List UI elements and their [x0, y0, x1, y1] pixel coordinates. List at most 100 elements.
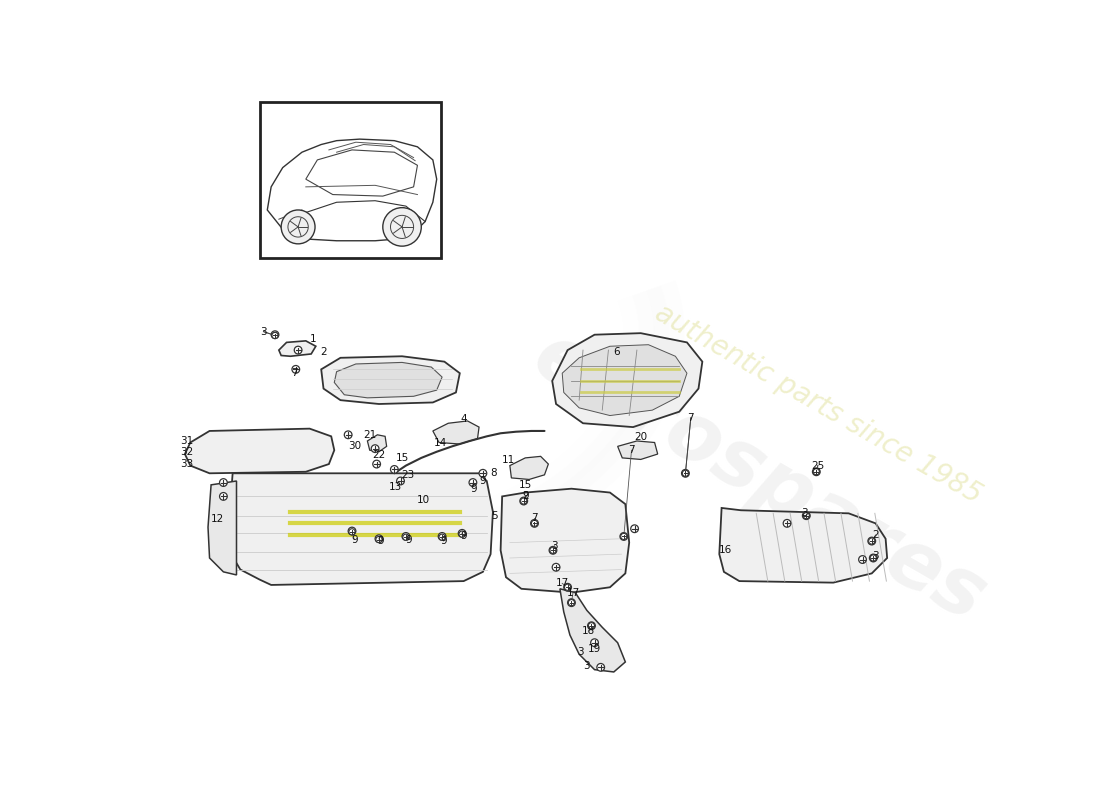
Circle shape — [375, 535, 383, 542]
Text: 8: 8 — [491, 468, 497, 478]
Circle shape — [783, 519, 791, 527]
Circle shape — [439, 534, 446, 540]
Circle shape — [870, 555, 877, 561]
Circle shape — [480, 470, 487, 477]
Text: 9: 9 — [480, 476, 486, 486]
Polygon shape — [279, 341, 316, 356]
Text: 9: 9 — [351, 534, 358, 545]
Text: 12: 12 — [210, 514, 224, 525]
Polygon shape — [229, 474, 493, 585]
Text: 7: 7 — [688, 413, 694, 423]
Circle shape — [630, 525, 638, 533]
Polygon shape — [208, 481, 236, 575]
Text: 23: 23 — [402, 470, 415, 480]
Circle shape — [682, 470, 689, 476]
Text: 16: 16 — [718, 546, 733, 555]
Text: 9: 9 — [471, 484, 477, 494]
Text: 30: 30 — [348, 441, 361, 450]
Circle shape — [597, 663, 605, 671]
Polygon shape — [367, 435, 387, 452]
Circle shape — [349, 529, 355, 535]
Text: 17: 17 — [566, 588, 580, 598]
Circle shape — [552, 563, 560, 571]
Text: 3: 3 — [260, 326, 267, 337]
Text: 20: 20 — [635, 432, 647, 442]
Circle shape — [272, 332, 278, 338]
Circle shape — [397, 477, 405, 485]
Text: 9: 9 — [460, 531, 467, 542]
Circle shape — [568, 599, 575, 606]
Text: 6: 6 — [613, 347, 619, 358]
Text: 2: 2 — [320, 347, 327, 358]
Text: 21: 21 — [363, 430, 376, 440]
Circle shape — [549, 546, 557, 554]
Polygon shape — [500, 489, 629, 593]
Text: 9: 9 — [521, 491, 529, 502]
Polygon shape — [560, 589, 625, 672]
Circle shape — [376, 537, 382, 542]
Circle shape — [520, 498, 527, 504]
Text: 3: 3 — [872, 550, 879, 561]
Text: 5: 5 — [491, 510, 498, 521]
Circle shape — [569, 599, 574, 606]
Circle shape — [587, 622, 595, 630]
Circle shape — [531, 520, 538, 526]
Circle shape — [550, 547, 557, 554]
Circle shape — [591, 639, 598, 646]
Circle shape — [530, 519, 538, 527]
Circle shape — [348, 527, 356, 535]
Polygon shape — [552, 333, 703, 427]
Polygon shape — [618, 441, 658, 459]
Circle shape — [813, 469, 820, 475]
Circle shape — [859, 556, 867, 563]
Polygon shape — [334, 362, 442, 398]
Text: 7: 7 — [531, 513, 538, 523]
Text: 25: 25 — [811, 461, 825, 470]
Polygon shape — [433, 421, 480, 444]
Circle shape — [295, 346, 301, 354]
Circle shape — [282, 210, 315, 244]
Circle shape — [271, 331, 279, 338]
Circle shape — [803, 512, 810, 519]
Circle shape — [383, 208, 421, 246]
Text: 13: 13 — [389, 482, 403, 492]
Text: 22: 22 — [372, 450, 386, 460]
Text: 2: 2 — [872, 530, 879, 540]
Circle shape — [803, 513, 810, 518]
Circle shape — [220, 493, 228, 500]
Circle shape — [563, 583, 572, 591]
Text: 9: 9 — [440, 536, 447, 546]
Polygon shape — [321, 356, 460, 404]
Circle shape — [372, 445, 378, 453]
Circle shape — [403, 534, 409, 540]
Circle shape — [588, 622, 595, 629]
Circle shape — [620, 534, 627, 539]
Bar — [260, 102, 441, 258]
Polygon shape — [185, 429, 334, 474]
Circle shape — [459, 530, 466, 538]
Polygon shape — [719, 508, 887, 582]
Text: authentic parts since 1985: authentic parts since 1985 — [650, 298, 986, 510]
Circle shape — [803, 513, 810, 518]
Text: 4: 4 — [460, 414, 467, 424]
Text: 17: 17 — [556, 578, 569, 589]
Circle shape — [682, 470, 690, 477]
Circle shape — [813, 468, 821, 476]
Polygon shape — [562, 345, 686, 415]
Polygon shape — [510, 456, 548, 479]
Text: 33: 33 — [179, 459, 194, 469]
Text: 11: 11 — [502, 455, 515, 466]
Circle shape — [459, 531, 465, 538]
Text: 9: 9 — [405, 534, 411, 545]
Text: 3: 3 — [551, 541, 558, 550]
Text: eurospares: eurospares — [519, 317, 999, 639]
Circle shape — [868, 538, 876, 545]
Text: 3: 3 — [801, 508, 807, 518]
Circle shape — [813, 469, 820, 475]
Text: 7: 7 — [290, 368, 298, 378]
Circle shape — [344, 431, 352, 438]
Circle shape — [390, 466, 398, 474]
Text: 19: 19 — [587, 644, 602, 654]
Text: 15: 15 — [395, 453, 409, 463]
Circle shape — [373, 460, 381, 468]
